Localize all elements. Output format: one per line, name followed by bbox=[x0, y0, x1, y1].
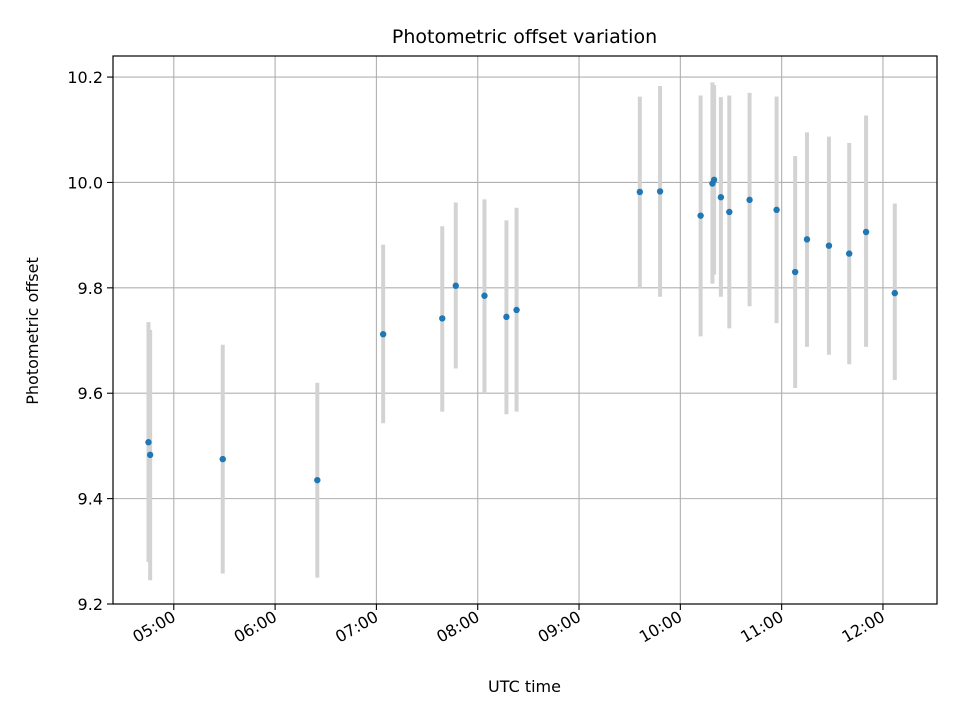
data-point bbox=[219, 455, 226, 463]
data-point bbox=[697, 212, 704, 219]
y-tick-label: 9.4 bbox=[78, 490, 103, 509]
y-tick-label: 9.2 bbox=[78, 595, 103, 614]
data-point bbox=[717, 194, 725, 201]
data-points bbox=[145, 176, 898, 484]
data-point bbox=[314, 476, 321, 484]
data-point bbox=[726, 208, 733, 216]
data-point bbox=[481, 292, 488, 299]
data-point bbox=[773, 206, 780, 214]
y-axis-ticks: 9.2 9.4 9.6 9.8 10.0 10.2 bbox=[67, 68, 113, 614]
x-axis-label: UTC time bbox=[488, 677, 561, 696]
data-point bbox=[825, 242, 833, 249]
chart-title: Photometric offset variation bbox=[392, 26, 657, 48]
data-point bbox=[656, 188, 664, 195]
data-point bbox=[845, 250, 853, 257]
data-point bbox=[746, 196, 753, 204]
data-point bbox=[862, 228, 870, 236]
plot-area-frame bbox=[112, 55, 938, 605]
data-point bbox=[145, 439, 152, 446]
data-point bbox=[803, 236, 811, 243]
data-point bbox=[710, 176, 718, 184]
data-point bbox=[146, 451, 154, 459]
y-tick-label: 10.0 bbox=[67, 173, 103, 192]
data-point bbox=[891, 289, 898, 297]
data-point bbox=[452, 282, 459, 289]
y-axis-label: Photometric offset bbox=[23, 257, 42, 405]
data-point bbox=[636, 188, 644, 196]
y-tick-label: 9.6 bbox=[78, 384, 103, 403]
data-point bbox=[503, 313, 510, 321]
y-tick-label: 10.2 bbox=[67, 68, 103, 87]
data-point bbox=[513, 306, 520, 314]
data-point bbox=[791, 268, 799, 276]
y-tick-label: 9.8 bbox=[78, 279, 103, 298]
data-point bbox=[439, 315, 446, 322]
data-point bbox=[379, 331, 387, 338]
grid-lines bbox=[113, 56, 937, 605]
